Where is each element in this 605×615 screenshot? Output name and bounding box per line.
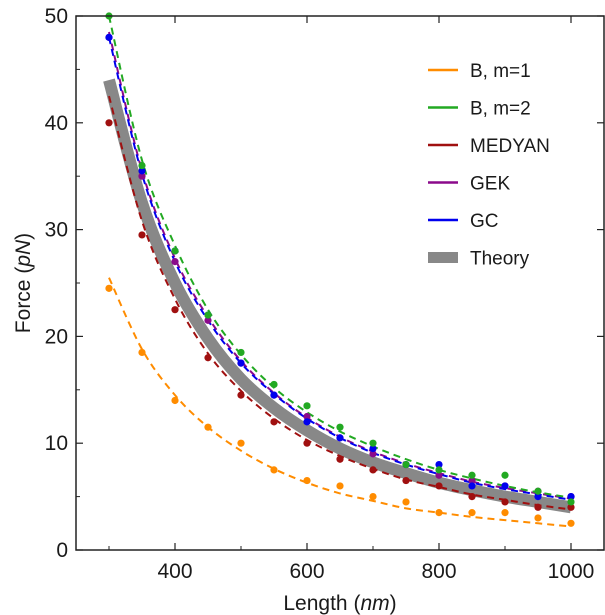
b-m-2-point [534, 487, 542, 495]
gc-point [270, 391, 278, 399]
medyan-point [138, 231, 146, 239]
medyan-point [402, 476, 410, 485]
x-tick-label: 400 [157, 560, 192, 583]
medyan-point [435, 482, 443, 490]
b-m-1-point [270, 466, 278, 474]
curves-layer [103, 15, 572, 528]
b-m-2-point [501, 471, 509, 479]
gc-point [369, 444, 377, 453]
b-m-1-point [501, 509, 509, 517]
gc-point [237, 359, 245, 367]
gc-point [138, 167, 146, 175]
gc-fit-line [108, 37, 572, 501]
b-m-1-point [369, 493, 377, 501]
gek-point [138, 172, 146, 180]
b-m-2-fit-line [108, 15, 572, 499]
b-m-1-point [336, 482, 344, 490]
y-tick-label: 40 [45, 112, 68, 135]
plot-frame [75, 15, 605, 551]
b-m-1-point [204, 423, 212, 431]
b-m-2-point [138, 161, 146, 170]
y-tick-label: 10 [45, 432, 68, 455]
gc-point [336, 434, 344, 442]
medyan-point [336, 455, 344, 463]
gc-point [303, 418, 311, 426]
x-tick-label: 800 [421, 560, 456, 583]
medyan-point [468, 493, 476, 501]
medyan-point [270, 418, 278, 426]
b-m-1-point [435, 509, 443, 517]
medyan-point [105, 119, 113, 127]
points-layer [105, 12, 575, 527]
gc-point [468, 482, 476, 490]
b-m-1-point [105, 284, 113, 292]
b-m-2-point [303, 402, 311, 410]
medyan-point [204, 354, 212, 362]
medyan-point [534, 503, 542, 511]
gek-point [468, 476, 476, 485]
gc-point [567, 493, 575, 501]
b-m-2-point [402, 460, 410, 469]
b-m-1-point [171, 396, 179, 405]
legend-label-gc: GC [470, 211, 499, 232]
b-m-1-point [567, 519, 575, 527]
medyan-point [303, 439, 311, 447]
x-axis-title-text: Length [283, 592, 347, 615]
b-m-1-point [138, 348, 146, 357]
x-axis-title: Length (nm) [283, 592, 396, 615]
y-tick-label: 20 [45, 325, 68, 348]
gc-point [435, 460, 443, 469]
gek-point [171, 258, 179, 266]
b-m-1-point [534, 514, 542, 522]
legend-label-gek: GEK [470, 174, 510, 195]
ticks-layer: 400 600 800 1000 0 10 20 30 40 50 [45, 5, 604, 583]
x-tick-label: 600 [289, 560, 324, 583]
y-axis-title-unit: pN [12, 239, 35, 268]
medyan-point [501, 498, 509, 506]
gc-point [501, 482, 509, 490]
x-axis-title-unit: nm [360, 592, 389, 615]
b-m-1-fit-line [108, 277, 572, 528]
legend-label-medyan: MEDYAN [470, 136, 550, 157]
b-m-2-point [369, 439, 377, 447]
y-axis-title-text: Force [12, 280, 35, 334]
b-m-2-point [237, 348, 245, 357]
b-m-2-point [204, 311, 212, 319]
b-m-2-point [567, 498, 575, 506]
legend-label-theory: Theory [470, 249, 530, 270]
y-tick-label: 50 [45, 5, 68, 28]
legend-label-b-m-1: B, m=1 [470, 61, 531, 82]
b-m-2-point [435, 466, 443, 474]
medyan-point [171, 306, 179, 314]
legend-label-b-m-2: B, m=2 [470, 99, 531, 120]
b-m-1-point [468, 509, 476, 517]
theory-curve [103, 78, 572, 514]
legend: B, m=1 B, m=2 MEDYAN GEK GC Theory [428, 61, 550, 270]
medyan-point [567, 503, 575, 511]
gc-point [534, 493, 542, 501]
gek-point [369, 450, 377, 458]
b-m-2-point [270, 380, 278, 389]
b-m-1-point [303, 476, 311, 485]
b-m-1-point [237, 439, 245, 447]
medyan-point [237, 391, 245, 399]
y-tick-label: 30 [45, 219, 68, 242]
gek-point [204, 316, 212, 324]
medyan-fit-line [108, 95, 572, 511]
b-m-1-point [402, 498, 410, 506]
medyan-point [369, 466, 377, 474]
y-tick-label: 0 [56, 539, 68, 562]
gek-point [435, 471, 443, 479]
b-m-2-point [336, 423, 344, 431]
b-m-2-point [171, 247, 179, 255]
gc-point [105, 33, 113, 41]
b-m-2-point [468, 471, 476, 479]
y-axis-title: Force (pN) [12, 233, 35, 333]
x-tick-label: 1000 [548, 560, 595, 583]
gek-point [303, 412, 311, 421]
